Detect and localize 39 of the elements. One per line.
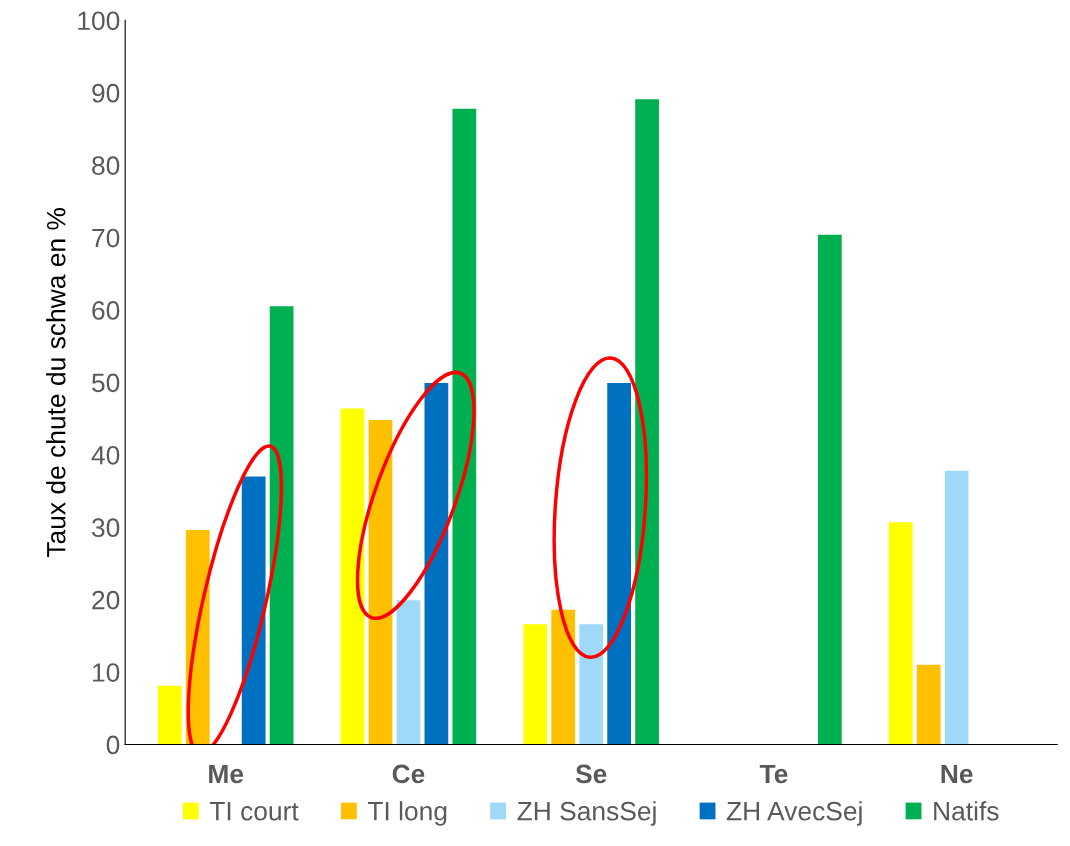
bar — [269, 306, 294, 745]
bar — [551, 609, 576, 745]
y-tick-label: 50 — [92, 373, 120, 393]
y-tick-label: 30 — [91, 518, 120, 538]
bar — [523, 624, 548, 745]
bar — [424, 383, 449, 745]
bar — [607, 383, 632, 745]
x-tick-label: Ce — [392, 764, 425, 784]
y-tick-label: 0 — [106, 735, 120, 755]
x-tick-label: Me — [209, 764, 244, 784]
bar — [157, 685, 182, 745]
bar — [888, 522, 913, 745]
bar — [916, 664, 941, 745]
bar — [817, 234, 842, 745]
legend-label: ZH AvecSej — [726, 801, 862, 826]
bar — [340, 408, 365, 745]
legend-label: TI court — [209, 802, 299, 821]
y-tick-label: 20 — [92, 590, 120, 610]
y-axis-title: Taux de chute du schwa en % — [46, 208, 66, 558]
bar — [579, 624, 604, 745]
y-tick-label: 100 — [78, 11, 120, 31]
y-tick-label: 10 — [92, 663, 120, 682]
bar — [368, 420, 393, 745]
legend-label: Natifs — [934, 801, 999, 821]
x-tick-label: Te — [759, 764, 788, 784]
bar — [635, 99, 659, 745]
legend-label: TI long — [367, 801, 447, 826]
x-tick-label: Se — [575, 764, 607, 784]
bar — [241, 476, 266, 745]
legend-label: ZH SansSej — [517, 801, 656, 826]
x-tick-label: Ne — [941, 764, 973, 784]
y-tick-label: 90 — [92, 83, 120, 103]
y-tick-label: 40 — [91, 445, 120, 465]
y-tick-label: 70 — [92, 228, 120, 248]
bar — [944, 470, 969, 745]
bar — [452, 108, 477, 745]
y-tick-label: 60 — [92, 301, 120, 320]
bar — [396, 600, 421, 745]
y-tick-label: 80 — [92, 156, 120, 175]
